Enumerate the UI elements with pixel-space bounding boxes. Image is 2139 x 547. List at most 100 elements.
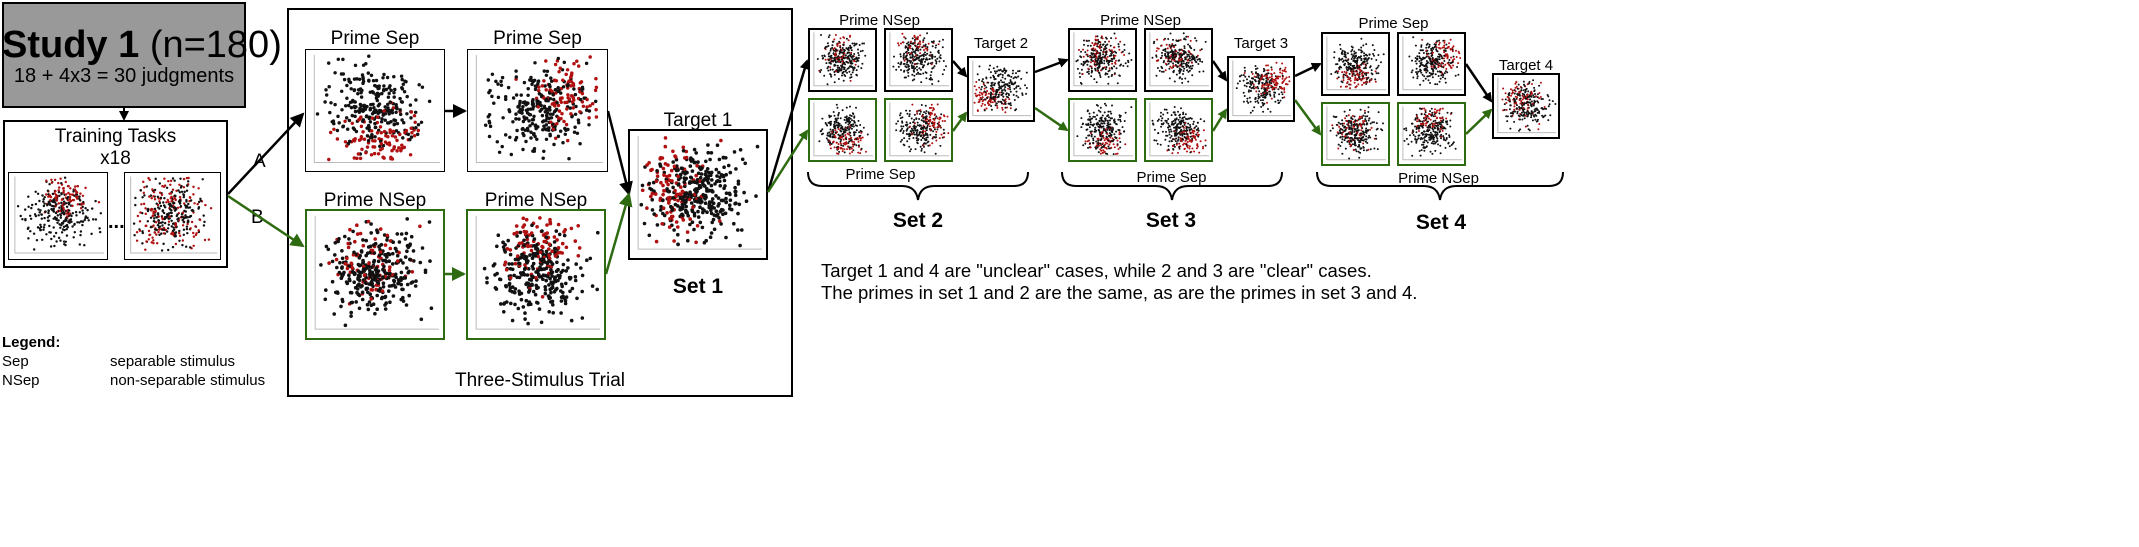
black-dot (1172, 38, 1174, 41)
black-dot (358, 102, 363, 107)
red-dot (564, 122, 569, 127)
black-dot (525, 260, 529, 265)
black-dot (1017, 75, 1020, 78)
red-dot (559, 100, 564, 105)
red-dot (513, 261, 518, 266)
black-dot (910, 60, 912, 63)
black-dot (639, 202, 644, 207)
black-dot (1195, 55, 1198, 58)
red-dot (164, 228, 168, 232)
black-dot (386, 271, 391, 276)
black-dot (30, 206, 33, 210)
black-dot (1092, 139, 1095, 142)
black-dot (339, 276, 344, 281)
black-dot (401, 120, 406, 125)
black-dot (1094, 126, 1097, 129)
black-dot (1185, 61, 1188, 64)
red-dot (556, 245, 561, 250)
red-dot (545, 231, 550, 235)
black-dot (493, 285, 498, 290)
red-dot (1123, 54, 1126, 56)
black-dot (851, 42, 854, 45)
red-dot (976, 110, 979, 112)
red-dot (836, 147, 839, 150)
black-dot (551, 97, 556, 102)
red-dot (181, 211, 185, 214)
red-dot (841, 49, 843, 51)
black-dot (915, 137, 918, 139)
black-dot (399, 100, 404, 104)
red-dot (536, 88, 541, 93)
black-dot (1090, 67, 1093, 70)
black-dot (823, 54, 826, 57)
black-dot (831, 57, 833, 59)
black-dot (1103, 122, 1106, 125)
black-dot (1105, 66, 1108, 69)
black-dot (361, 260, 366, 264)
black-dot (366, 138, 371, 143)
black-dot (1105, 135, 1108, 138)
red-dot (837, 143, 840, 146)
black-dot (494, 244, 499, 249)
black-dot (821, 128, 824, 131)
black-dot (56, 221, 59, 225)
black-dot (141, 196, 144, 199)
red-dot (681, 218, 686, 222)
black-dot (43, 202, 46, 205)
black-dot (1116, 82, 1119, 85)
black-dot (826, 83, 829, 86)
black-dot (1111, 131, 1114, 134)
set2-target-plot (967, 56, 1035, 122)
black-dot (405, 112, 409, 116)
black-dot (593, 99, 598, 104)
black-dot (407, 293, 412, 298)
black-dot (914, 52, 917, 55)
black-dot (1167, 145, 1170, 147)
black-dot (994, 104, 997, 107)
red-dot (378, 227, 383, 231)
black-dot (920, 81, 923, 84)
black-dot (550, 274, 554, 278)
black-dot (992, 67, 995, 70)
black-dot (1082, 144, 1085, 147)
black-dot (843, 50, 846, 53)
red-dot (169, 183, 172, 187)
black-dot (188, 206, 192, 209)
black-dot (54, 217, 57, 220)
black-dot (525, 273, 530, 277)
black-dot (334, 265, 339, 270)
red-dot (1078, 49, 1080, 51)
black-dot (1025, 87, 1028, 89)
black-dot (707, 205, 712, 210)
black-dot (183, 209, 186, 213)
red-dot (841, 150, 844, 153)
black-dot (704, 169, 708, 174)
black-dot (419, 317, 424, 322)
black-dot (134, 203, 137, 207)
black-dot (1080, 68, 1083, 71)
red-dot (1115, 153, 1117, 155)
red-dot (922, 45, 925, 48)
red-dot (529, 248, 534, 253)
red-dot (833, 146, 836, 149)
black-dot (1015, 72, 1017, 75)
red-dot (928, 125, 931, 128)
red-dot (555, 121, 559, 126)
black-dot (54, 231, 58, 235)
black-dot (851, 119, 853, 122)
red-dot (565, 68, 570, 72)
black-dot (580, 289, 585, 294)
red-dot (1094, 35, 1097, 38)
red-dot (181, 239, 185, 242)
black-dot (544, 118, 548, 123)
black-dot (922, 117, 925, 120)
black-dot (383, 307, 388, 311)
red-dot (1084, 140, 1087, 143)
black-dot (79, 233, 82, 237)
black-dot (323, 100, 327, 104)
black-dot (1010, 81, 1013, 84)
red-dot (54, 193, 58, 197)
red-dot (160, 193, 164, 197)
black-dot (1091, 124, 1094, 126)
black-dot (371, 273, 376, 277)
